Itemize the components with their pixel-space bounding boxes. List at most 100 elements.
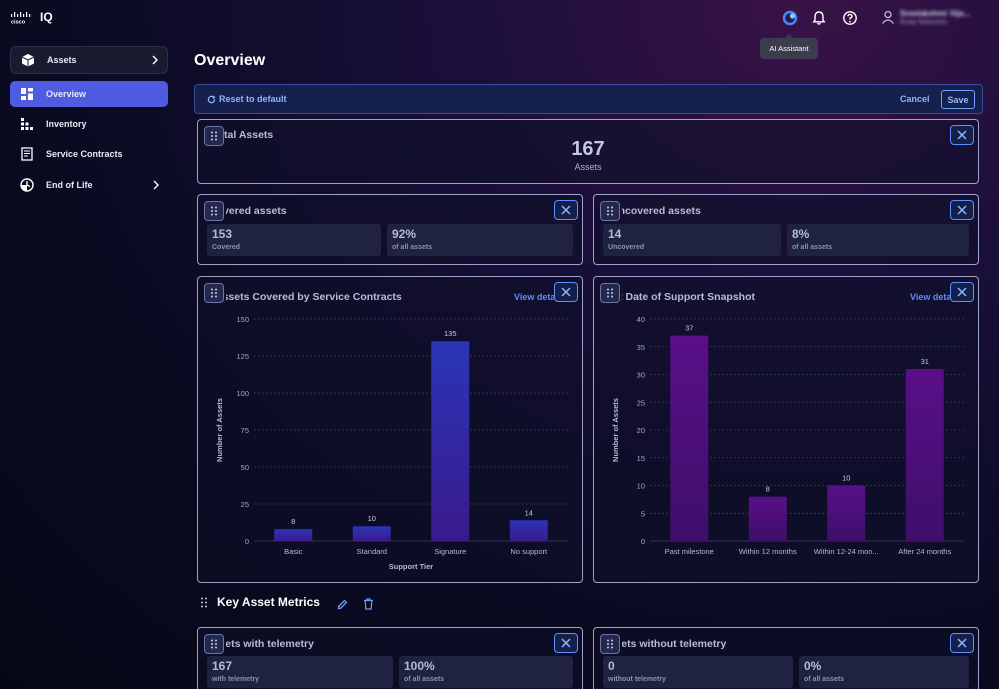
data-label: 10 (368, 514, 376, 523)
top-bar: cisco IQ Sreelakshmi Vija... Ruby Networ… (0, 0, 999, 36)
assets-with-telemetry-card: Assets with telemetry 167 with telemetry… (197, 627, 583, 689)
remove-card-button[interactable] (950, 633, 974, 653)
data-label: 31 (921, 357, 929, 366)
refresh-icon (207, 94, 216, 103)
y-tick-label: 25 (241, 500, 249, 509)
stat-box: 0 without telemetry (603, 656, 793, 688)
sidebar-item-label: Service Contracts (46, 149, 123, 159)
remove-card-button[interactable] (950, 282, 974, 302)
remove-card-button[interactable] (554, 200, 578, 220)
drag-handle[interactable] (600, 283, 620, 303)
x-axis-label: Support Tier (389, 562, 434, 571)
bar (670, 335, 709, 541)
delete-icon[interactable] (363, 598, 374, 610)
stat-label: of all assets (792, 244, 833, 251)
remove-card-button[interactable] (950, 125, 974, 145)
total-assets-card: Total Assets 167 Assets (197, 119, 979, 184)
stat-value: 167 (212, 659, 233, 673)
sidebar-item-end-of-life[interactable]: End of Life (10, 172, 168, 198)
bell-icon[interactable] (811, 10, 827, 26)
sidebar-item-label: Inventory (46, 119, 87, 129)
user-avatar-icon[interactable] (881, 10, 895, 24)
x-tick-label: Basic (284, 547, 303, 556)
drag-handle[interactable] (204, 283, 224, 303)
x-tick-label: Within 12 months (739, 547, 797, 556)
data-label: 8 (291, 517, 295, 526)
clock-icon (20, 178, 34, 192)
close-icon (957, 638, 967, 648)
drag-handle[interactable] (204, 126, 224, 146)
close-icon (561, 638, 571, 648)
y-axis-label: Number of Assets (215, 398, 224, 462)
data-label: 10 (842, 474, 850, 483)
service-contracts-chart-card: Assets Covered by Service Contracts View… (197, 276, 583, 583)
y-tick-label: 150 (236, 315, 249, 324)
ai-assistant-tooltip: AI Assistant (760, 34, 818, 59)
edit-icon[interactable] (337, 599, 348, 610)
stat-value: 100% (404, 659, 435, 673)
drag-handle[interactable] (600, 634, 620, 654)
user-org: Ruby Networks (900, 19, 948, 26)
stat-label: of all assets (804, 676, 845, 683)
cancel-button[interactable]: Cancel (900, 94, 930, 104)
sidebar-item-label: Overview (46, 89, 87, 99)
close-icon (957, 205, 967, 215)
remove-card-button[interactable] (950, 200, 974, 220)
section-drag-handle-icon[interactable] (200, 597, 208, 608)
drag-handle-icon (607, 639, 613, 649)
close-icon (957, 130, 967, 140)
x-tick-label: No support (510, 547, 548, 556)
drag-handle[interactable] (204, 201, 224, 221)
reset-to-default-button[interactable]: Reset to default (207, 94, 287, 104)
app-logo[interactable]: cisco IQ (10, 10, 53, 24)
drag-handle[interactable] (600, 201, 620, 221)
remove-card-button[interactable] (554, 633, 578, 653)
stat-box: 100% of all assets (399, 656, 573, 688)
y-tick-label: 50 (241, 463, 249, 472)
view-details-link[interactable]: View details (910, 292, 950, 302)
chevron-right-icon (153, 180, 159, 190)
sidebar-item-assets[interactable]: Assets (10, 46, 168, 74)
drag-handle-icon (211, 131, 217, 141)
card-title: Assets Covered by Service Contracts (226, 291, 402, 303)
y-tick-label: 25 (637, 398, 645, 407)
user-name[interactable]: Sreelakshmi Vija... (900, 9, 971, 18)
page-title: Overview (194, 52, 266, 69)
close-icon (561, 205, 571, 215)
remove-card-button[interactable] (554, 282, 578, 302)
bar (274, 529, 313, 541)
sidebar-item-label: Assets (47, 55, 77, 65)
data-label: 14 (525, 508, 533, 517)
x-tick-label: Past milestone (665, 547, 714, 556)
y-tick-label: 0 (245, 537, 249, 546)
drag-handle[interactable] (204, 634, 224, 654)
service-contracts-bar-chart: 0 25 50 75 100 125 150 8 Basic 10 Standard 135 Signa… (215, 315, 568, 571)
x-tick-label: Signature (434, 547, 466, 556)
inventory-icon (20, 117, 34, 131)
sidebar-item-inventory[interactable]: Inventory (10, 111, 168, 137)
cisco-logo-icon: cisco (11, 11, 31, 24)
sidebar-item-overview[interactable]: Overview (10, 81, 168, 107)
card-title: Assets without telemetry (622, 638, 727, 650)
card-title: Last Date of Support Snapshot (622, 291, 756, 303)
stat-label: with telemetry (212, 676, 260, 683)
help-icon[interactable] (842, 10, 858, 26)
total-assets-label: Assets (574, 162, 602, 172)
sidebar-item-service-contracts[interactable]: Service Contracts (10, 141, 168, 167)
contract-icon (20, 147, 34, 161)
drag-handle-icon (607, 206, 613, 216)
total-assets-value: 167 (571, 138, 605, 160)
last-date-support-bar-chart: 0 5 10 15 20 25 30 35 40 37 Past milestone 8 Within … (611, 315, 964, 556)
ai-assistant-icon[interactable] (782, 10, 798, 26)
stat-label: of all assets (392, 244, 433, 251)
data-label: 135 (444, 329, 457, 338)
save-button[interactable]: Save (941, 90, 975, 109)
y-tick-label: 40 (637, 315, 645, 324)
reset-label: Reset to default (219, 94, 287, 104)
y-tick-label: 30 (637, 371, 645, 380)
assets-without-telemetry-card: Assets without telemetry 0 without telem… (593, 627, 979, 689)
stat-label: Uncovered (608, 244, 645, 251)
card-title: Total Assets (216, 129, 274, 141)
view-details-link[interactable]: View details (514, 292, 554, 302)
close-icon (957, 287, 967, 297)
